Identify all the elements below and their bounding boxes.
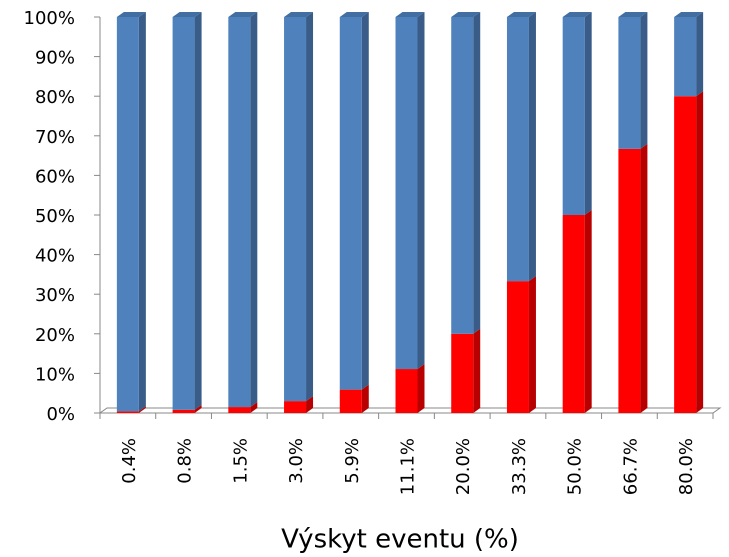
y-tick-label: 90%: [35, 48, 75, 69]
bar-side: [194, 12, 202, 410]
bar-side: [194, 404, 202, 413]
bar: [395, 17, 418, 370]
x-tick-label: 50.0%: [565, 438, 586, 495]
y-tick-label: 80%: [35, 87, 75, 108]
bar-top: [506, 12, 536, 17]
y-tick-label: 100%: [24, 8, 75, 29]
bar-side: [640, 143, 648, 414]
bar: [562, 17, 585, 215]
bar-side: [584, 210, 592, 413]
bar-side: [696, 91, 704, 413]
bar-top: [172, 12, 202, 17]
bar: [284, 401, 307, 413]
bar: [284, 17, 307, 402]
x-tick-label: 3.0%: [286, 438, 307, 484]
bar: [506, 17, 529, 282]
bar: [451, 333, 474, 413]
bar-side: [306, 396, 314, 413]
bar: [116, 17, 139, 412]
bar-side: [528, 12, 536, 282]
y-tick-label: 20%: [35, 325, 75, 346]
bar-side: [640, 12, 648, 149]
bar: [228, 407, 251, 413]
bar-side: [361, 12, 369, 390]
bar-side: [417, 364, 425, 413]
x-tick-label: 0.8%: [175, 438, 196, 484]
bar: [674, 17, 697, 97]
bar: [451, 17, 474, 334]
bar-top: [674, 12, 704, 17]
y-tick-label: 60%: [35, 166, 75, 187]
bar-top: [339, 12, 369, 17]
y-tick-label: 30%: [35, 285, 75, 306]
y-tick-label: 0%: [46, 404, 75, 425]
bar: [674, 96, 697, 413]
y-tick-label: 50%: [35, 206, 75, 227]
bar: [172, 409, 195, 413]
x-tick-label: 66.7%: [620, 438, 641, 495]
bar-side: [361, 384, 369, 413]
bar: [339, 389, 362, 413]
bar-side: [473, 328, 481, 413]
bar-top: [228, 12, 258, 17]
bar-side: [138, 12, 146, 412]
x-axis-title: Výskyt eventu (%): [281, 525, 519, 555]
bar-side: [584, 12, 592, 215]
bar: [562, 215, 585, 413]
bar: [172, 17, 195, 410]
bar-side: [250, 402, 258, 413]
bar-top: [451, 12, 481, 17]
x-tick-label: 33.3%: [509, 438, 530, 495]
x-tick-label: 5.9%: [342, 438, 363, 484]
bar-side: [306, 12, 314, 402]
bar: [228, 17, 251, 408]
y-tick-label: 40%: [35, 246, 75, 267]
x-tick-label: 11.1%: [398, 438, 419, 495]
bar-side: [250, 12, 258, 408]
bar: [339, 17, 362, 390]
y-tick-label: 70%: [35, 127, 75, 148]
bar-side: [696, 12, 704, 97]
bar-top: [116, 12, 146, 17]
bar-side: [138, 406, 146, 413]
bar: [506, 281, 529, 413]
bar-side: [417, 12, 425, 370]
bar-top: [395, 12, 425, 17]
bar-side: [473, 12, 481, 334]
bar-top: [284, 12, 314, 17]
y-tick-label: 10%: [35, 364, 75, 385]
bar-side: [528, 276, 536, 413]
x-tick-label: 1.5%: [230, 438, 251, 484]
bar: [395, 369, 418, 413]
bar: [618, 148, 641, 414]
bar: [116, 411, 139, 413]
bar: [618, 17, 641, 149]
bar-top: [562, 12, 592, 17]
x-tick-label: 20.0%: [453, 438, 474, 495]
bar-top: [618, 12, 648, 17]
x-tick-label: 0.4%: [119, 438, 140, 484]
x-tick-label: 80.0%: [676, 438, 697, 495]
